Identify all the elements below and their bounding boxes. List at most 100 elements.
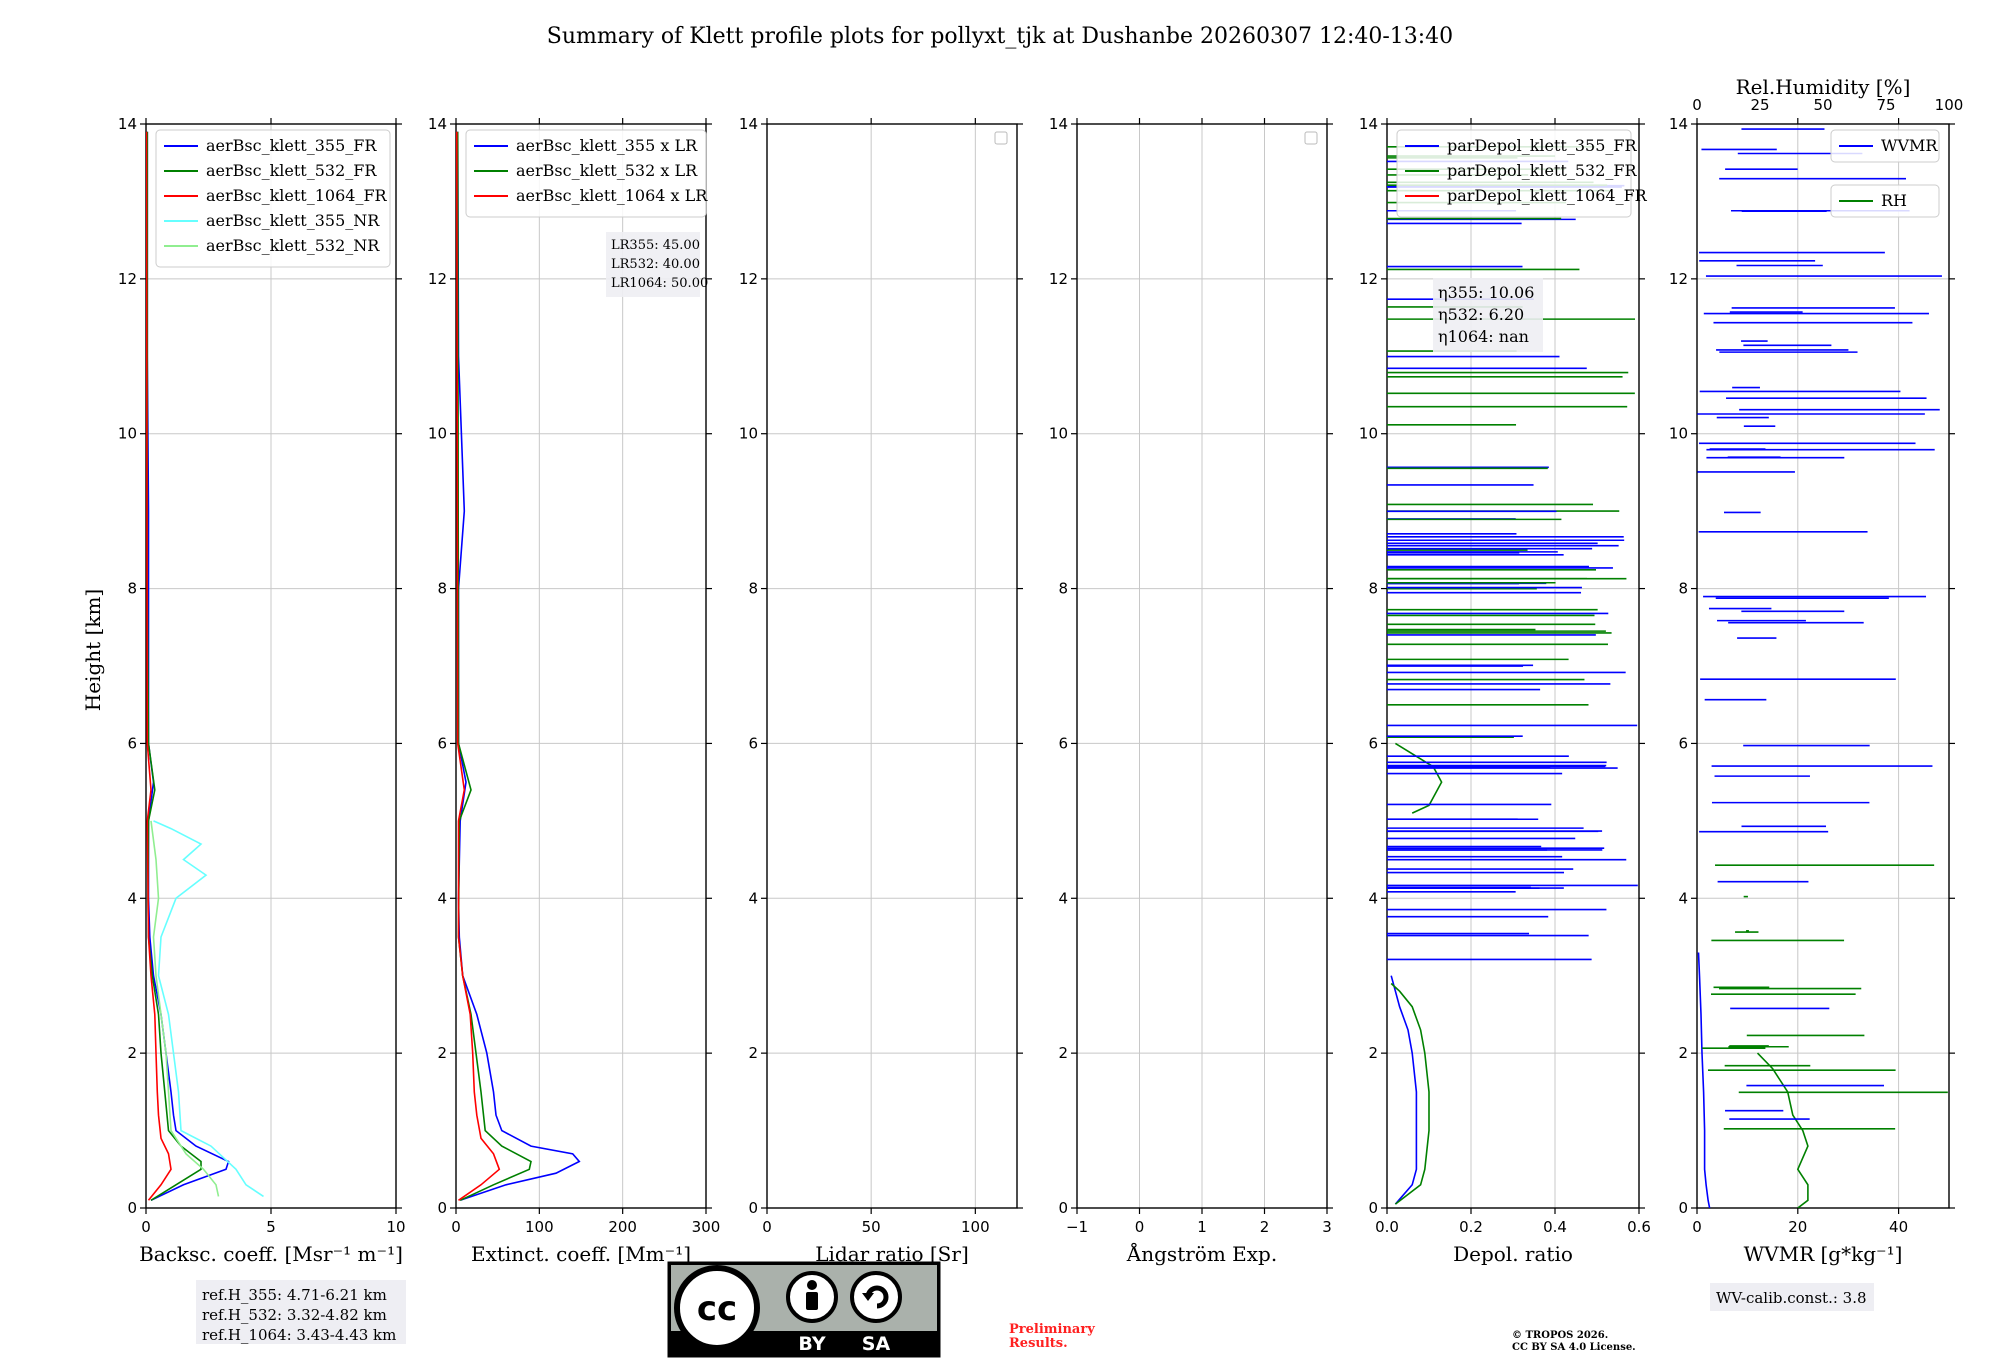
series-line-aerBsc_klett_532_NR — [150, 820, 220, 1197]
legend-depol: parDepol_klett_355_FR parDepol_klett_532_… — [1396, 129, 1648, 218]
y-tick-label: 8 — [127, 580, 137, 598]
y-tick-label: 4 — [1058, 889, 1068, 907]
legend-box — [1830, 129, 1940, 163]
legend-box — [155, 129, 391, 268]
cc-license-badge: cc BY SA — [667, 1261, 941, 1358]
info-line: LR532: 40.00 — [611, 257, 700, 272]
info-line: LR1064: 50.00 — [611, 276, 708, 291]
y-tick-label: 6 — [437, 734, 447, 752]
cc-logo-text: cc — [697, 1289, 737, 1329]
x-tick-label: 1 — [1197, 1218, 1207, 1236]
rh-tick-label: 0 — [1692, 96, 1702, 114]
legend-label: aerBsc_klett_532 x LR — [516, 161, 698, 180]
x-tick-label: 5 — [266, 1218, 276, 1236]
preliminary-note-line2: Results. — [1009, 1336, 1068, 1351]
series-line-aerBsc_klett_1064_FR — [146, 131, 172, 1201]
series-line-parDepol_klett_532_FR — [1390, 982, 1430, 1205]
info-line: η355: 10.06 — [1438, 283, 1534, 302]
series-line-aerBsc_klett_355 x LR — [456, 131, 581, 1202]
legend-label: parDepol_klett_532_FR — [1447, 161, 1638, 180]
y-tick-label: 0 — [748, 1199, 758, 1217]
x-tick-label: 20 — [1788, 1218, 1807, 1236]
legend-box — [1396, 129, 1632, 218]
x-axis-label: Backsc. coeff. [Msr⁻¹ m⁻¹] — [139, 1242, 403, 1266]
series-line-aerBsc_klett_532_FR — [146, 131, 202, 1201]
y-tick-label: 12 — [739, 270, 758, 288]
empty-legend — [1304, 131, 1318, 145]
y-tick-label: 14 — [1049, 115, 1068, 133]
x-axis-label: Extinct. coeff. [Mm⁻¹] — [471, 1242, 691, 1266]
x-tick-label: 0 — [1692, 1218, 1702, 1236]
legend-label: WVMR — [1881, 136, 1938, 155]
info-box-bg — [606, 232, 700, 297]
axes-frame — [145, 123, 397, 1209]
legend-label: aerBsc_klett_532_FR — [206, 161, 377, 180]
y-tick-label: 12 — [118, 270, 137, 288]
y-tick-label: 10 — [118, 425, 137, 443]
x-tick-label: 0 — [1135, 1218, 1145, 1236]
y-tick-label: 8 — [1058, 580, 1068, 598]
x-tick-label: −1 — [1066, 1218, 1088, 1236]
wv-calib-box: WV-calib.const.: 3.8 — [1710, 1283, 1874, 1311]
x-axis-label: Depol. ratio — [1453, 1242, 1573, 1266]
y-tick-label: 6 — [748, 734, 758, 752]
axes-frame — [455, 123, 707, 1209]
y-tick-label: 10 — [1669, 425, 1688, 443]
y-tick-label: 10 — [739, 425, 758, 443]
axes-frame — [766, 123, 1018, 1209]
copyright-line2: CC BY SA 4.0 License. — [1512, 1342, 1636, 1353]
x-tick-label: 10 — [386, 1218, 405, 1236]
y-tick-label: 8 — [437, 580, 447, 598]
share-alike-icon — [850, 1271, 902, 1323]
x-tick-label: 0.6 — [1627, 1218, 1651, 1236]
y-tick-label: 6 — [127, 734, 137, 752]
legend-label: aerBsc_klett_1064_FR — [206, 186, 388, 205]
y-tick-label: 4 — [1678, 889, 1688, 907]
x-tick-label: 0 — [762, 1218, 772, 1236]
y-tick-label: 10 — [428, 425, 447, 443]
x-tick-label: 40 — [1889, 1218, 1908, 1236]
y-tick-label: 0 — [437, 1199, 447, 1217]
y-tick-label: 2 — [437, 1044, 447, 1062]
ref-heights-box: ref.H_355: 4.71-6.21 km ref.H_532: 3.32-… — [196, 1280, 406, 1344]
legend-label: RH — [1881, 191, 1907, 210]
figure-title: Summary of Klett profile plots for polly… — [547, 24, 1453, 49]
y-tick-label: 10 — [1049, 425, 1068, 443]
legend-wv-1: RH — [1830, 184, 1940, 218]
x-tick-label: 0.4 — [1543, 1218, 1567, 1236]
y-tick-label: 14 — [428, 115, 447, 133]
x-tick-label: 300 — [692, 1218, 721, 1236]
ref-height-355: ref.H_355: 4.71-6.21 km — [202, 1286, 387, 1304]
y-tick-label: 12 — [428, 270, 447, 288]
y-tick-label: 12 — [1049, 270, 1068, 288]
y-tick-label: 2 — [1368, 1044, 1378, 1062]
x-tick-label: 2 — [1260, 1218, 1270, 1236]
info-box-bg — [1433, 278, 1543, 352]
x-tick-label: 0 — [451, 1218, 461, 1236]
y-tick-label: 6 — [1058, 734, 1068, 752]
series-line-aerBsc_klett_355_NR — [153, 820, 264, 1198]
series-group — [456, 131, 581, 1202]
info-box-depol: η355: 10.06 η532: 6.20 η1064: nan — [1433, 278, 1543, 352]
y-tick-label: 4 — [437, 889, 447, 907]
legend-box — [1830, 184, 1940, 218]
y-tick-label: 2 — [748, 1044, 758, 1062]
info-line: LR355: 45.00 — [611, 238, 700, 253]
x-tick-label: 200 — [608, 1218, 637, 1236]
legend-bsc: aerBsc_klett_355_FR aerBsc_klett_532_FRae… — [155, 129, 391, 268]
axes-frame — [1076, 123, 1328, 1209]
x-axis-label: WVMR [g*kg⁻¹] — [1744, 1242, 1903, 1266]
ref-height-1064: ref.H_1064: 3.43-4.43 km — [202, 1326, 396, 1344]
y-tick-label: 14 — [739, 115, 758, 133]
empty-legend — [994, 131, 1008, 145]
legend-label: parDepol_klett_1064_FR — [1447, 186, 1648, 205]
rh-tick-label: 100 — [1935, 96, 1964, 114]
rh-tick-label: 25 — [1750, 96, 1769, 114]
preliminary-note-line1: Preliminary — [1009, 1322, 1095, 1337]
x-tick-label: 0.0 — [1375, 1218, 1399, 1236]
